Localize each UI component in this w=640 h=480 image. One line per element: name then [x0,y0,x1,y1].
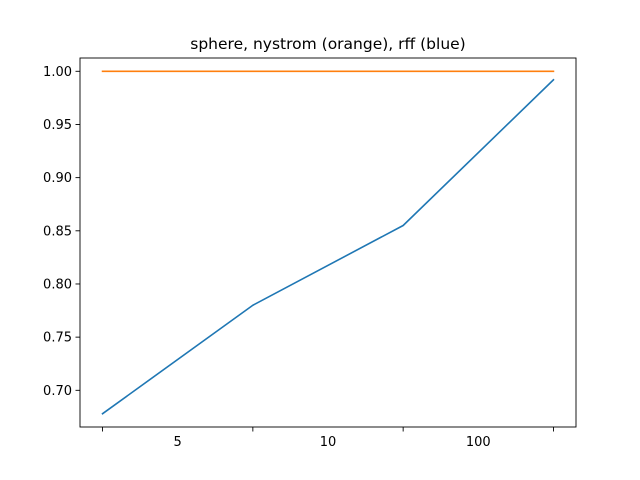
axes-layer: 5 10 100 0.70 0.75 0.80 0.85 0.90 0.95 1.00 [43,57,577,450]
y-tick-label: 1.00 [43,65,72,80]
series-line-0 [101,78,555,415]
y-tick-label: 0.95 [43,118,72,133]
y-tick-label: 0.75 [43,331,72,346]
plot-frame [79,57,577,428]
x-tick-label: 5 [174,435,182,450]
y-tick-label: 0.90 [43,171,72,186]
y-tick-label: 0.70 [43,384,72,399]
series-layer [101,70,555,415]
y-tick-label: 0.80 [43,277,72,292]
chart-title: sphere, nystrom (orange), rff (blue) [190,35,465,53]
y-tick-label: 0.85 [43,224,72,239]
x-tick-label: 10 [320,435,337,450]
x-tick-label: 100 [466,435,491,450]
